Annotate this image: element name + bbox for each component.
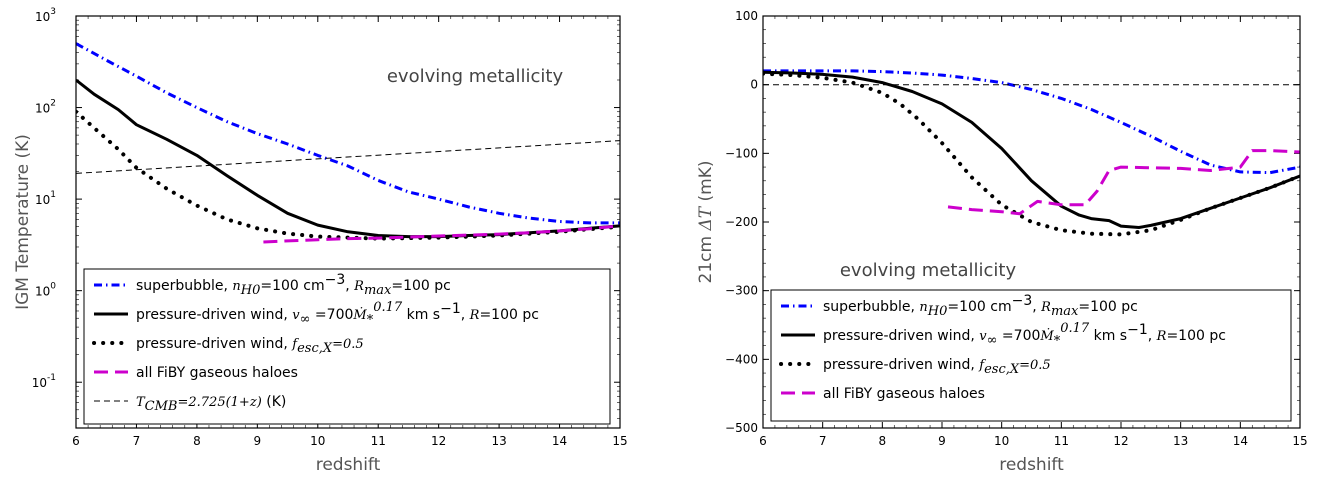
legend-label: pressure-driven wind, fesc,X=0.5 (136, 336, 364, 356)
x-tick-label: 14 (552, 434, 567, 448)
y-tick-label: 102 (35, 99, 56, 116)
x-tick-label: 11 (1054, 434, 1069, 448)
y-axis-label: IGM Temperature (K) (13, 134, 33, 310)
series-line-1 (76, 42, 620, 225)
y-tick-label: 0 (750, 78, 758, 92)
legend: superbubble, nH0=100 cm−3, Rmax=100 pcpr… (770, 289, 1292, 422)
axes-frame (762, 15, 1301, 429)
legend-label: superbubble, nH0=100 cm−3, Rmax=100 pc (136, 272, 451, 298)
x-tick-label: 13 (491, 434, 506, 448)
series-line-2 (76, 78, 620, 239)
x-tick-label: 7 (819, 434, 827, 448)
y-tick-label: 100 (735, 9, 758, 23)
x-tick-label: 13 (1173, 434, 1188, 448)
y-tick-label: −300 (725, 284, 758, 298)
x-tick-label: 8 (879, 434, 887, 448)
x-tick-label: 6 (759, 434, 767, 448)
y-axis-label: 21cm ΔT (mK) (696, 161, 716, 284)
series-line-5 (76, 140, 620, 174)
x-tick-label: 10 (994, 434, 1009, 448)
x-tick-label: 15 (612, 434, 627, 448)
legend-label: pressure-driven wind, v∞ =700Ṁ*0.17 km s… (823, 321, 1226, 349)
chart-panel-1: 6 7 8 9 10 11 12 13 14 15 10-1 100 101 102 103 redshift… (13, 7, 628, 475)
axes-frame (75, 15, 621, 429)
x-axis-label: redshift (316, 455, 381, 475)
x-tick-label: 10 (310, 434, 325, 448)
series-group (763, 69, 1300, 237)
y-tick-label: −100 (725, 146, 758, 160)
series-line-4 (263, 224, 620, 244)
legend-label: TCMB=2.725(1+z) (K) (136, 394, 286, 414)
y-tick-label: −400 (725, 352, 758, 366)
x-tick-label: 7 (133, 434, 141, 448)
chart-panel-2: 6 7 8 9 10 11 12 13 14 15 100 0 −100 −200 −300 −400 −500… (696, 9, 1308, 475)
y-tick-label: 10-1 (32, 373, 56, 390)
y-tick-label: 101 (35, 190, 56, 207)
legend-label: all FiBY gaseous haloes (136, 365, 298, 381)
x-tick-label: 11 (371, 434, 386, 448)
series-line-4 (947, 149, 1300, 216)
x-tick-label: 6 (72, 434, 80, 448)
series-line-3 (763, 71, 1300, 237)
y-tick-label: −500 (725, 421, 758, 435)
legend-label: superbubble, nH0=100 cm−3, Rmax=100 pc (823, 293, 1138, 319)
series-group (76, 42, 620, 244)
x-tick-label: 15 (1292, 434, 1307, 448)
x-tick-label: 9 (254, 434, 262, 448)
legend-label: pressure-driven wind, fesc,X=0.5 (823, 357, 1051, 377)
y-tick-label: −200 (725, 215, 758, 229)
legend: superbubble, nH0=100 cm−3, Rmax=100 pcpr… (83, 268, 611, 425)
annotation: evolving metallicity (387, 66, 564, 87)
x-tick-label: 8 (193, 434, 201, 448)
x-tick-label: 12 (1113, 434, 1128, 448)
series-line-2 (763, 70, 1300, 229)
y-tick-label: 100 (35, 282, 56, 299)
x-tick-label: 9 (938, 434, 946, 448)
series-line-1 (763, 69, 1300, 175)
legend-label: all FiBY gaseous haloes (823, 386, 985, 402)
annotation: evolving metallicity (840, 260, 1017, 281)
legend-label: pressure-driven wind, v∞ =700Ṁ*0.17 km s… (136, 300, 539, 328)
x-axis-label: redshift (999, 455, 1064, 475)
y-tick-label: 103 (35, 7, 56, 24)
x-tick-label: 14 (1233, 434, 1248, 448)
x-tick-label: 12 (431, 434, 446, 448)
